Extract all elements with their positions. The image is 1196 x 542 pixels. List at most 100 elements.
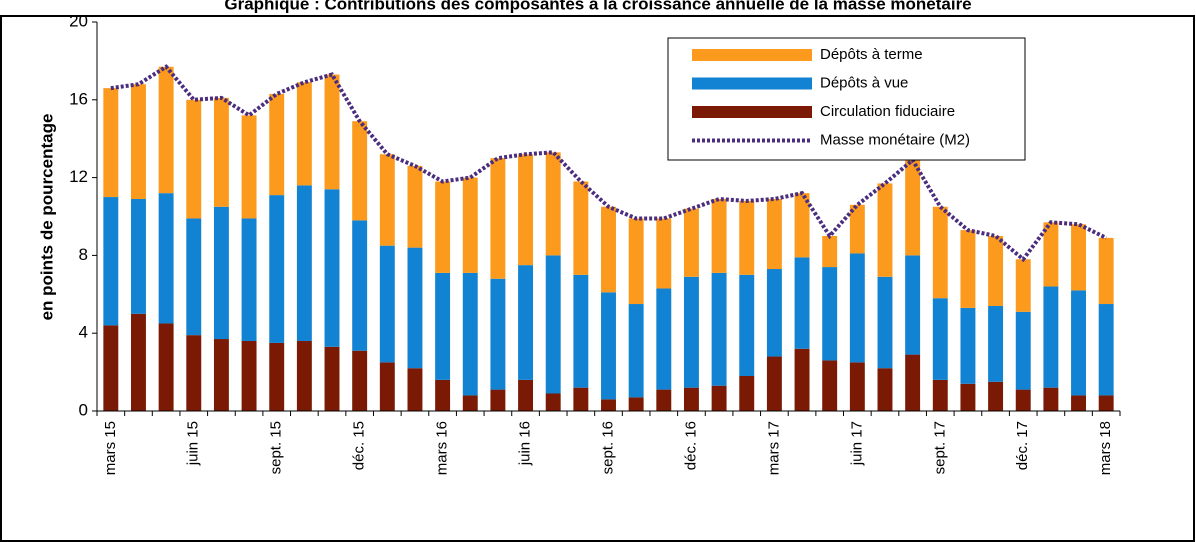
bar-segment (1071, 224, 1086, 291)
bar-segment (601, 399, 616, 411)
bar-segment (1071, 290, 1086, 396)
bar-segment (186, 99, 202, 219)
bar-segment (877, 368, 893, 411)
bar-segment (766, 269, 782, 357)
bar-segment (324, 346, 340, 411)
bar-segment (241, 115, 257, 219)
bar-segment (766, 356, 782, 411)
bar-segment (739, 375, 755, 411)
bar-segment (711, 198, 727, 273)
bar-segment (241, 218, 257, 341)
x-tick-label: mars 18 (1097, 421, 1114, 475)
bar-segment (462, 272, 478, 396)
bar-segment (1098, 304, 1114, 396)
bar-segment (849, 204, 865, 254)
bar-segment (960, 307, 976, 384)
bar-segment (849, 362, 865, 411)
y-tick-label: 16 (69, 89, 88, 108)
bar-segment (103, 325, 119, 411)
x-tick-label: déc. 15 (351, 421, 368, 470)
bar-segment (490, 158, 506, 279)
legend-label: Dépôts à vue (820, 74, 908, 91)
bar-segment (822, 360, 838, 411)
bar-segment (1071, 395, 1086, 411)
bar-segment (352, 350, 368, 411)
legend-swatch (692, 106, 812, 118)
bar-segment (877, 276, 893, 369)
bar-segment (158, 323, 174, 411)
bar-segment (186, 335, 202, 411)
x-tick-label: sept. 15 (268, 421, 285, 474)
x-tick-label: sept. 17 (931, 421, 948, 474)
x-tick-label: juin 16 (517, 421, 534, 466)
bar-segment (296, 82, 312, 186)
bar-segment (932, 298, 948, 380)
bar-segment (932, 379, 948, 411)
bar-segment (352, 121, 368, 221)
bar-segment (905, 160, 921, 256)
x-tick-label: mars 15 (102, 421, 119, 475)
bar-segment (960, 230, 976, 308)
bar-segment (573, 181, 589, 275)
y-tick-label: 12 (69, 167, 88, 186)
bar-segment (573, 274, 589, 388)
bar-segment (711, 385, 727, 411)
chart-title: Graphique : Contributions des composante… (224, 0, 971, 13)
x-tick-label: mars 16 (434, 421, 451, 475)
bar-segment (131, 313, 146, 411)
bar-segment (158, 66, 174, 194)
bar-segment (656, 389, 672, 411)
bar-segment (794, 193, 810, 258)
bar-segment (573, 387, 589, 411)
x-tick-label: déc. 16 (682, 421, 699, 470)
x-tick-label: sept. 16 (599, 421, 616, 474)
bar-segment (379, 362, 395, 411)
bar-segment (601, 206, 616, 293)
bar-segment (1015, 311, 1031, 390)
bar-segment (518, 379, 534, 411)
bar-segment (739, 274, 755, 376)
bar-segment (711, 272, 727, 386)
bar-segment (988, 235, 1004, 306)
bar-segment (988, 381, 1004, 411)
bar-segment (905, 354, 921, 411)
bar-segment (849, 253, 865, 363)
bar-segment (1043, 387, 1059, 411)
bar-segment (324, 189, 340, 347)
bar-segment (656, 218, 672, 289)
bar-segment (324, 74, 340, 190)
bar-segment (960, 383, 976, 411)
bar-segment (766, 198, 782, 270)
x-tick-label: déc. 17 (1014, 421, 1031, 470)
frame (0, 15, 1195, 542)
bar-segment (490, 389, 506, 411)
bar-segment (158, 193, 174, 324)
bar-segment (683, 387, 699, 411)
line-series (110, 64, 1108, 263)
bar-segment (352, 220, 368, 351)
bar-segment (1043, 286, 1059, 388)
x-tick-label: mars 17 (765, 421, 782, 475)
bar-segment (1098, 395, 1114, 411)
bar-segment (877, 183, 893, 277)
bar-segment (683, 208, 699, 277)
legend-label: Dépôts à terme (820, 46, 923, 63)
bar-segment (794, 257, 810, 349)
bar-segment (739, 200, 755, 275)
bar-segment (545, 152, 561, 256)
bar-segment (213, 206, 229, 340)
bar-segment (269, 93, 285, 196)
y-tick-label: 0 (79, 400, 88, 419)
bar-segment (1098, 237, 1114, 305)
legend-label: Masse monétaire (M2) (820, 131, 970, 148)
bar-segment (628, 397, 644, 411)
y-axis-label: en points de pourcentage (37, 114, 56, 321)
bar-segment (379, 154, 395, 246)
bar-segment (407, 165, 423, 248)
legend-label: Circulation fiduciaire (820, 103, 955, 120)
bar-segment (988, 305, 1004, 382)
bar-segment (628, 218, 644, 305)
bar-segment (822, 235, 838, 268)
